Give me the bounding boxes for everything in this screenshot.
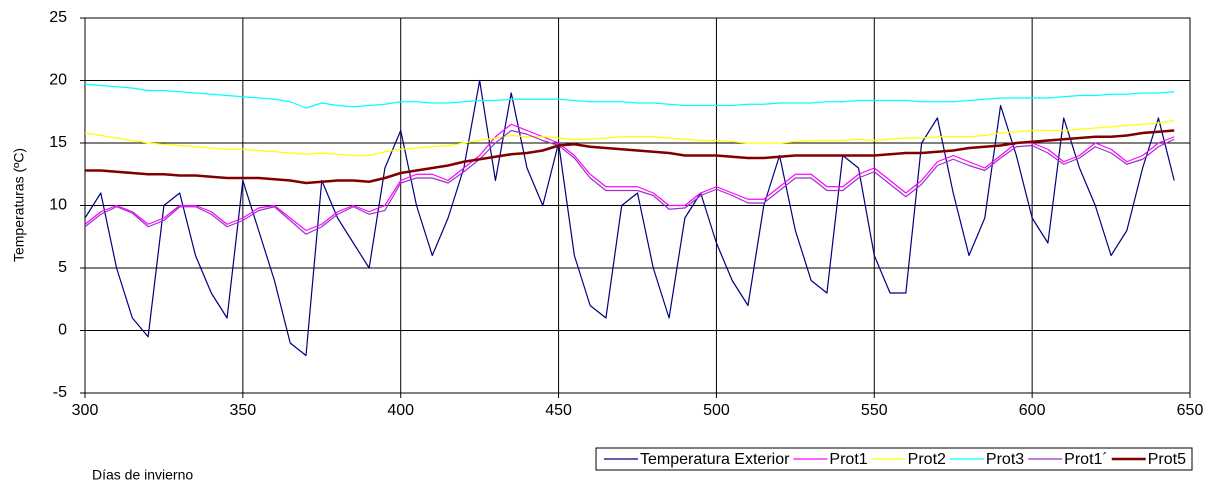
x-tick-label: 600 bbox=[1019, 402, 1046, 419]
y-tick-label: 20 bbox=[49, 72, 67, 89]
series-line bbox=[84, 123, 1175, 232]
series-line bbox=[84, 119, 1175, 157]
x-tick-label: 550 bbox=[861, 402, 888, 419]
y-tick-label: 25 bbox=[49, 9, 67, 26]
y-tick-label: 10 bbox=[49, 197, 67, 214]
x-tick-label: 350 bbox=[230, 402, 257, 419]
x-tick-label: 450 bbox=[545, 402, 572, 419]
series-line bbox=[84, 129, 1175, 235]
y-tick-label: 15 bbox=[49, 134, 67, 151]
legend-label: Prot1 bbox=[829, 451, 867, 468]
y-tick-label: 5 bbox=[58, 259, 67, 276]
series-line bbox=[85, 129, 1175, 185]
legend: Temperatura Exterior Prot1 Prot2 Prot3 Prot1… bbox=[595, 447, 1193, 471]
legend-label: Prot1´ bbox=[1064, 451, 1108, 468]
y-axis-label: Temperaturas (ºC) bbox=[11, 148, 27, 262]
y-tick-label: -5 bbox=[53, 384, 67, 401]
y-tick-label: 0 bbox=[58, 322, 67, 339]
legend-label: Temperatura Exterior bbox=[640, 451, 790, 468]
x-tick-label: 500 bbox=[703, 402, 730, 419]
x-tick-label: 400 bbox=[387, 402, 414, 419]
x-tick-label: 300 bbox=[72, 402, 99, 419]
legend-label: Prot2 bbox=[908, 451, 946, 468]
series-line bbox=[84, 83, 1175, 109]
x-axis-label: Días de invierno bbox=[92, 467, 193, 483]
legend-label: Prot5 bbox=[1148, 451, 1186, 468]
x-tick-label: 650 bbox=[1177, 402, 1204, 419]
legend-label: Prot3 bbox=[986, 451, 1024, 468]
